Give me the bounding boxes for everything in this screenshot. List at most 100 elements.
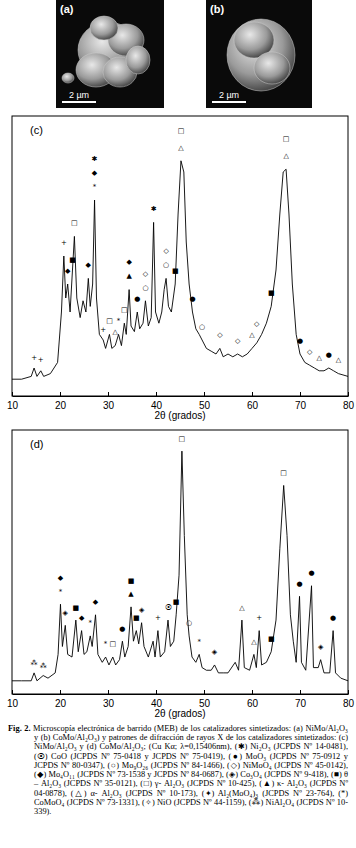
tick-mark [60,690,61,694]
tick-label: 70 [295,698,307,709]
peak-marker: ■ [128,577,135,585]
tick-mark [108,392,109,396]
panel-label: (d) [30,438,43,450]
tick: 60 [247,392,259,411]
scale-bar-label: 2 µm [69,90,89,100]
tick: 20 [55,392,67,411]
tick-label: 60 [247,400,259,411]
peak-marker: ▲ [128,590,134,598]
tick-mark [348,392,349,396]
scale-bar [62,101,96,103]
peak-marker: ● [330,614,336,622]
figure: (a)2 µm(b)2 µm1020304050607080(c)+++◆■□◆… [0,0,356,848]
panel-label: (b) [210,3,224,15]
peak-marker: □ [121,306,128,314]
sem-panel: (a) 2 µm [56,0,164,108]
plot-area [12,451,348,681]
tick: 50 [199,392,211,411]
tick: 50 [199,690,211,709]
tick-mark [108,690,109,694]
tick-mark [12,392,13,396]
peak-marker: □ [106,317,113,325]
peak-marker: ■ [69,256,76,264]
tick: 70 [295,690,307,709]
peak-marker: ◆ [58,574,64,582]
peak-marker: △ [249,331,255,339]
tick: 10 [7,690,19,709]
caption-label: Fig. 2. [8,724,31,733]
peak-marker: ● [296,580,302,588]
tick-mark [204,690,205,694]
peak-marker: ■ [268,289,275,297]
tick-mark [300,392,301,396]
peak-marker: ■ [133,614,140,622]
peak-marker: + [31,354,37,362]
x-axis: 1020304050607080 [7,392,355,411]
particle [126,46,150,74]
peak-marker: ◇ [217,331,223,339]
peak-marker: ◇ [163,247,169,255]
peak-marker: ✱ [151,205,157,213]
peak-marker: * [104,640,108,648]
peak-marker: ⁂ [31,659,38,667]
caption-text: Microscopía electrónica de barrido (MEB)… [33,724,348,816]
peak-marker: ◇ [254,320,260,328]
tick: 80 [343,690,355,709]
axis-line [13,396,349,397]
peak-marker: △ [239,604,245,612]
tick-mark [204,392,205,396]
peak-marker: △ [283,152,289,160]
sem-background [206,0,312,108]
peak-marker: ◆ [92,169,98,177]
peak-marker: ● [134,295,140,303]
peak-marker: ● [119,625,125,633]
sem-panel: (b) 2 µm [206,0,312,108]
peak-marker: ⦿ [165,604,172,612]
tick-label: 10 [7,698,19,709]
caption: Fig. 2. Microscopía electrónica de barri… [8,724,348,816]
plot-area [12,161,348,379]
tick-label: 30 [103,698,115,709]
peak-marker: ◆ [126,258,132,266]
x-axis-title: 2θ (grados) [154,410,205,421]
peak-marker: + [61,239,67,247]
peak-marker: ■ [73,604,80,612]
peak-marker: ◆ [79,614,85,622]
xrd-chart: 1020304050607080(c)+++◆■□◆*◆✱+□△*□▲◆●○◇✱… [7,116,355,421]
tick-mark [12,690,13,694]
peak-marker: △ [113,328,119,336]
tick-mark [252,392,253,396]
peak-marker: ◇ [143,270,149,278]
peak-marker: * [93,183,97,191]
tick-label: 20 [55,400,67,411]
peak-marker: △ [317,354,323,362]
tick: 20 [55,690,67,709]
tick-mark [156,392,157,396]
tick-label: 20 [55,698,67,709]
peak-marker: □ [178,127,185,135]
tick: 10 [7,392,19,411]
peak-marker: + [155,614,161,622]
plot-frame [12,430,348,694]
scale-bar-label: 2 µm [219,90,239,100]
tick-label: 70 [295,400,307,411]
peak-marker: □ [179,435,186,443]
peak-marker: * [117,317,121,325]
diffraction-pattern [12,161,348,379]
tick: 30 [103,392,115,411]
peak-marker: ◈ [139,606,145,614]
tick-mark [252,690,253,694]
tick: 40 [151,690,163,709]
peak-marker: ▲ [126,272,132,280]
peak-marker: △ [336,356,342,364]
particle [254,52,290,84]
peak-marker: ● [308,569,314,577]
tick-label: 10 [7,400,19,411]
peak-marker: ◈ [63,609,69,617]
panel-label: (a) [60,3,74,15]
peak-marker: ✱ [92,155,98,163]
x-axis-title: 2θ (grados) [154,708,205,719]
peak-marker: + [38,356,44,364]
peak-marker: ○ [186,619,192,627]
tick: 30 [103,690,115,709]
